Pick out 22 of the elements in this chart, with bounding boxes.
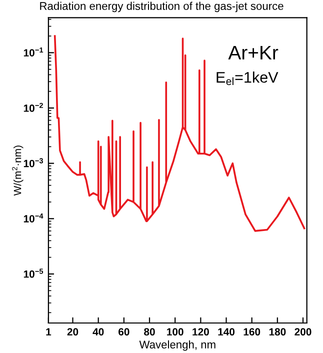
x-tick-label: 80 xyxy=(144,328,155,336)
y-tick-label: 10$^{−2}$ xyxy=(24,102,43,112)
annotation: E$_{el}$=1keV xyxy=(216,72,278,86)
x-tick-label: 180 xyxy=(269,328,286,336)
x-tick-label: 100 xyxy=(167,328,184,336)
x-tick-label: 60 xyxy=(118,328,130,336)
x-tick-label: 160 xyxy=(244,328,260,336)
y-tick-label: 10$^{−5}$ xyxy=(24,268,44,278)
x-tick-label: 20 xyxy=(67,328,78,336)
chart-title: Radiation energy distribution of the gas-jet source xyxy=(40,2,284,12)
x-tick-label: 140 xyxy=(218,328,235,336)
annotation: Ar+Kr xyxy=(228,46,278,60)
y-tick-label: 10$^{−4}$ xyxy=(24,213,44,222)
x-tick-label: 200 xyxy=(294,328,312,336)
x-tick-label: 1 xyxy=(46,328,52,336)
y-tick-label: 10$^{−1}$ xyxy=(24,48,44,56)
y-axis-title: W/(m$^{2}$·nm) xyxy=(12,146,24,196)
line-series xyxy=(54,35,306,232)
y-tick-label: 10$^{−3}$ xyxy=(24,158,44,168)
x-tick-label: 120 xyxy=(192,328,209,336)
x-tick-label: 40 xyxy=(92,328,104,336)
x-axis-title: Wavelengh, nm xyxy=(139,340,216,351)
